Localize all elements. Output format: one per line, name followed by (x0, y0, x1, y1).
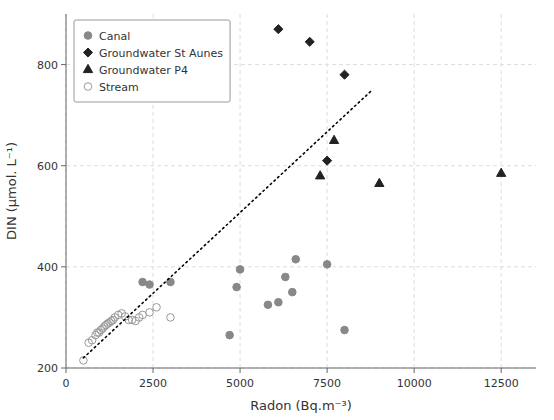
point (153, 304, 161, 312)
legend-box (74, 20, 230, 102)
point (233, 283, 241, 291)
legend-marker (84, 32, 92, 40)
legend: Canal Groundwater St Aunes Groundwater P4 S… (74, 20, 230, 102)
legend-marker (84, 83, 92, 91)
y-tick (61, 368, 66, 369)
x-axis-line (66, 368, 536, 369)
x-tick-label: 0 (63, 377, 70, 390)
point (323, 156, 332, 165)
series (316, 135, 506, 186)
y-tick-label: 600 (37, 160, 58, 173)
point (167, 314, 175, 322)
point (146, 309, 154, 317)
grid-line-x (66, 14, 67, 368)
grid-line-x (414, 14, 415, 368)
x-axis-label: Radon (Bq.m⁻³) (250, 398, 351, 413)
x-tick-label: 12500 (484, 377, 519, 390)
y-tick (61, 266, 66, 267)
grid-line-y (66, 266, 536, 267)
point (236, 266, 244, 274)
point (305, 37, 314, 46)
series (83, 90, 372, 358)
grid-line-y (66, 165, 536, 166)
point (139, 311, 147, 319)
point (375, 178, 384, 186)
legend-label: Groundwater P4 (99, 64, 188, 77)
x-tick (414, 368, 415, 373)
series (274, 25, 349, 166)
series (139, 255, 349, 338)
x-tick-label: 2500 (139, 377, 167, 390)
grid-line-x (327, 14, 328, 368)
point (139, 278, 147, 286)
x-tick (327, 368, 328, 373)
point (323, 261, 331, 269)
point (146, 281, 154, 289)
grid-line-x (501, 14, 502, 368)
point (282, 273, 290, 281)
point (264, 301, 272, 309)
x-tick (153, 368, 154, 373)
point (316, 171, 325, 179)
point (292, 255, 300, 263)
x-tick-label: 5000 (226, 377, 254, 390)
y-axis-label: DIN (µmol. L⁻¹) (4, 142, 19, 240)
point (329, 135, 338, 143)
point (226, 331, 234, 339)
trend-line (83, 90, 372, 358)
point (341, 326, 349, 334)
axes: 0 2500 5000 7500 10000 12500 200 400 600 800 (37, 14, 536, 390)
y-tick (61, 165, 66, 166)
point (288, 288, 296, 296)
y-tick-label: 400 (37, 261, 58, 274)
y-tick-label: 200 (37, 362, 58, 375)
legend-marker (83, 64, 92, 72)
legend-label: Canal (99, 30, 130, 43)
series (80, 304, 175, 365)
grid (66, 14, 536, 368)
point (275, 298, 283, 306)
legend-marker (83, 48, 92, 57)
y-tick (61, 64, 66, 65)
grid-line-x (240, 14, 241, 368)
y-axis-line (66, 14, 67, 368)
plot-area (80, 25, 506, 365)
x-tick-label: 7500 (313, 377, 341, 390)
x-tick (66, 368, 67, 373)
grid-line-y (66, 368, 536, 369)
x-tick-label: 10000 (397, 377, 432, 390)
x-tick (501, 368, 502, 373)
x-tick (240, 368, 241, 373)
legend-label: Stream (99, 81, 139, 94)
point (497, 168, 506, 176)
chart: 0 2500 5000 7500 10000 12500 200 400 600 800 Radon… (0, 0, 554, 420)
point (340, 70, 349, 79)
point (274, 25, 283, 34)
legend-label: Groundwater St Aunes (99, 47, 223, 60)
y-tick-label: 800 (37, 59, 58, 72)
